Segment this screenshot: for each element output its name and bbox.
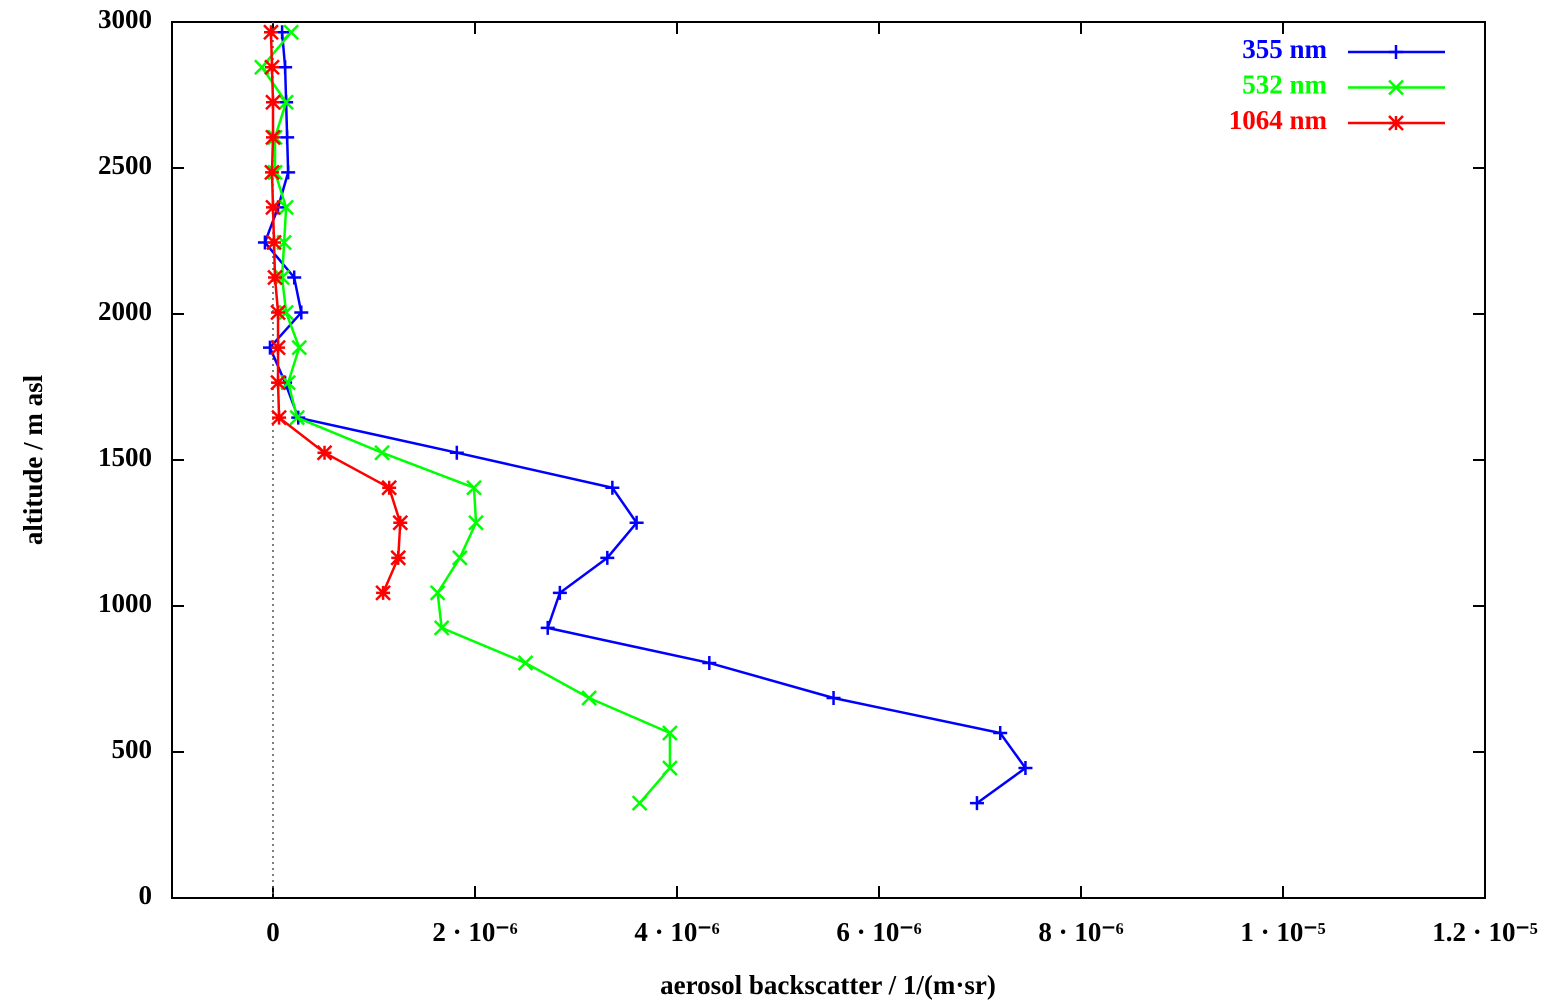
data-point — [631, 795, 648, 811]
data-point — [316, 444, 333, 461]
data-point — [702, 655, 717, 670]
data-point — [264, 59, 280, 76]
data-point — [265, 199, 281, 216]
data-point — [449, 445, 464, 460]
data-point — [605, 480, 620, 495]
data-point — [662, 725, 678, 741]
data-point — [552, 585, 567, 600]
x-tick-label: 6 · 10⁻⁶ — [836, 917, 921, 947]
data-point — [264, 164, 280, 181]
data-point — [466, 479, 482, 496]
legend-label: 532 nm — [1242, 70, 1327, 100]
data-point — [278, 199, 295, 216]
x-tick-label: 0 — [266, 917, 280, 947]
y-tick-label: 0 — [139, 880, 153, 910]
y-axis-label: altitude / m asl — [18, 374, 48, 545]
data-point — [468, 514, 484, 531]
data-point — [374, 444, 390, 461]
x-tick-label: 8 · 10⁻⁶ — [1038, 917, 1123, 947]
data-point — [451, 549, 468, 566]
data-point — [270, 339, 286, 356]
series-line — [260, 31, 672, 804]
data-point — [291, 339, 308, 356]
data-point — [581, 690, 598, 706]
data-point — [433, 620, 450, 636]
data-point — [629, 515, 644, 530]
data-point — [540, 620, 555, 635]
y-tick-label: 3000 — [98, 4, 152, 34]
y-tick-label: 500 — [112, 734, 153, 764]
data-point — [969, 796, 984, 811]
x-tick-label: 1.2 · 10⁻⁵ — [1432, 917, 1538, 947]
data-point — [381, 479, 398, 496]
x-axis-label: aerosol backscatter / 1/(m·sr) — [660, 970, 996, 1000]
data-point — [270, 374, 286, 391]
data-point — [392, 514, 409, 531]
data-point — [267, 269, 283, 286]
data-point — [390, 549, 407, 566]
legend-marker — [1388, 115, 1404, 131]
data-point — [429, 584, 446, 601]
data-point — [280, 130, 295, 145]
data-point — [294, 305, 309, 320]
data-point — [263, 24, 279, 41]
data-point — [517, 655, 534, 671]
plot-frame — [171, 21, 1486, 899]
data-point — [1018, 761, 1033, 776]
legend-marker — [1388, 79, 1404, 96]
data-point — [265, 94, 281, 111]
data-point — [289, 409, 306, 426]
x-tick-label: 1 · 10⁻⁵ — [1240, 917, 1325, 947]
legend-marker — [1389, 45, 1403, 59]
y-tick-label: 2000 — [98, 296, 152, 326]
data-point — [278, 94, 295, 111]
data-point — [266, 234, 282, 251]
data-point — [662, 760, 678, 776]
data-point — [826, 690, 841, 705]
data-point — [265, 129, 281, 146]
data-point — [993, 726, 1008, 741]
x-tick-label: 4 · 10⁻⁶ — [634, 917, 719, 947]
y-tick-label: 2500 — [98, 150, 152, 180]
legend-label: 1064 nm — [1229, 105, 1328, 135]
y-tick-label: 1500 — [98, 442, 152, 472]
series-line — [269, 32, 402, 594]
data-point — [283, 24, 300, 41]
data-point — [287, 270, 302, 285]
data-point — [274, 269, 290, 286]
y-tick-label: 1000 — [98, 588, 152, 618]
data-point — [278, 60, 293, 75]
data-point — [270, 304, 286, 321]
data-point — [271, 409, 287, 426]
data-point — [600, 550, 615, 565]
x-tick-label: 2 · 10⁻⁶ — [432, 917, 517, 947]
data-point — [375, 584, 391, 601]
series-line — [263, 32, 1028, 805]
legend-label: 355 nm — [1242, 34, 1327, 64]
data-point — [281, 165, 296, 180]
